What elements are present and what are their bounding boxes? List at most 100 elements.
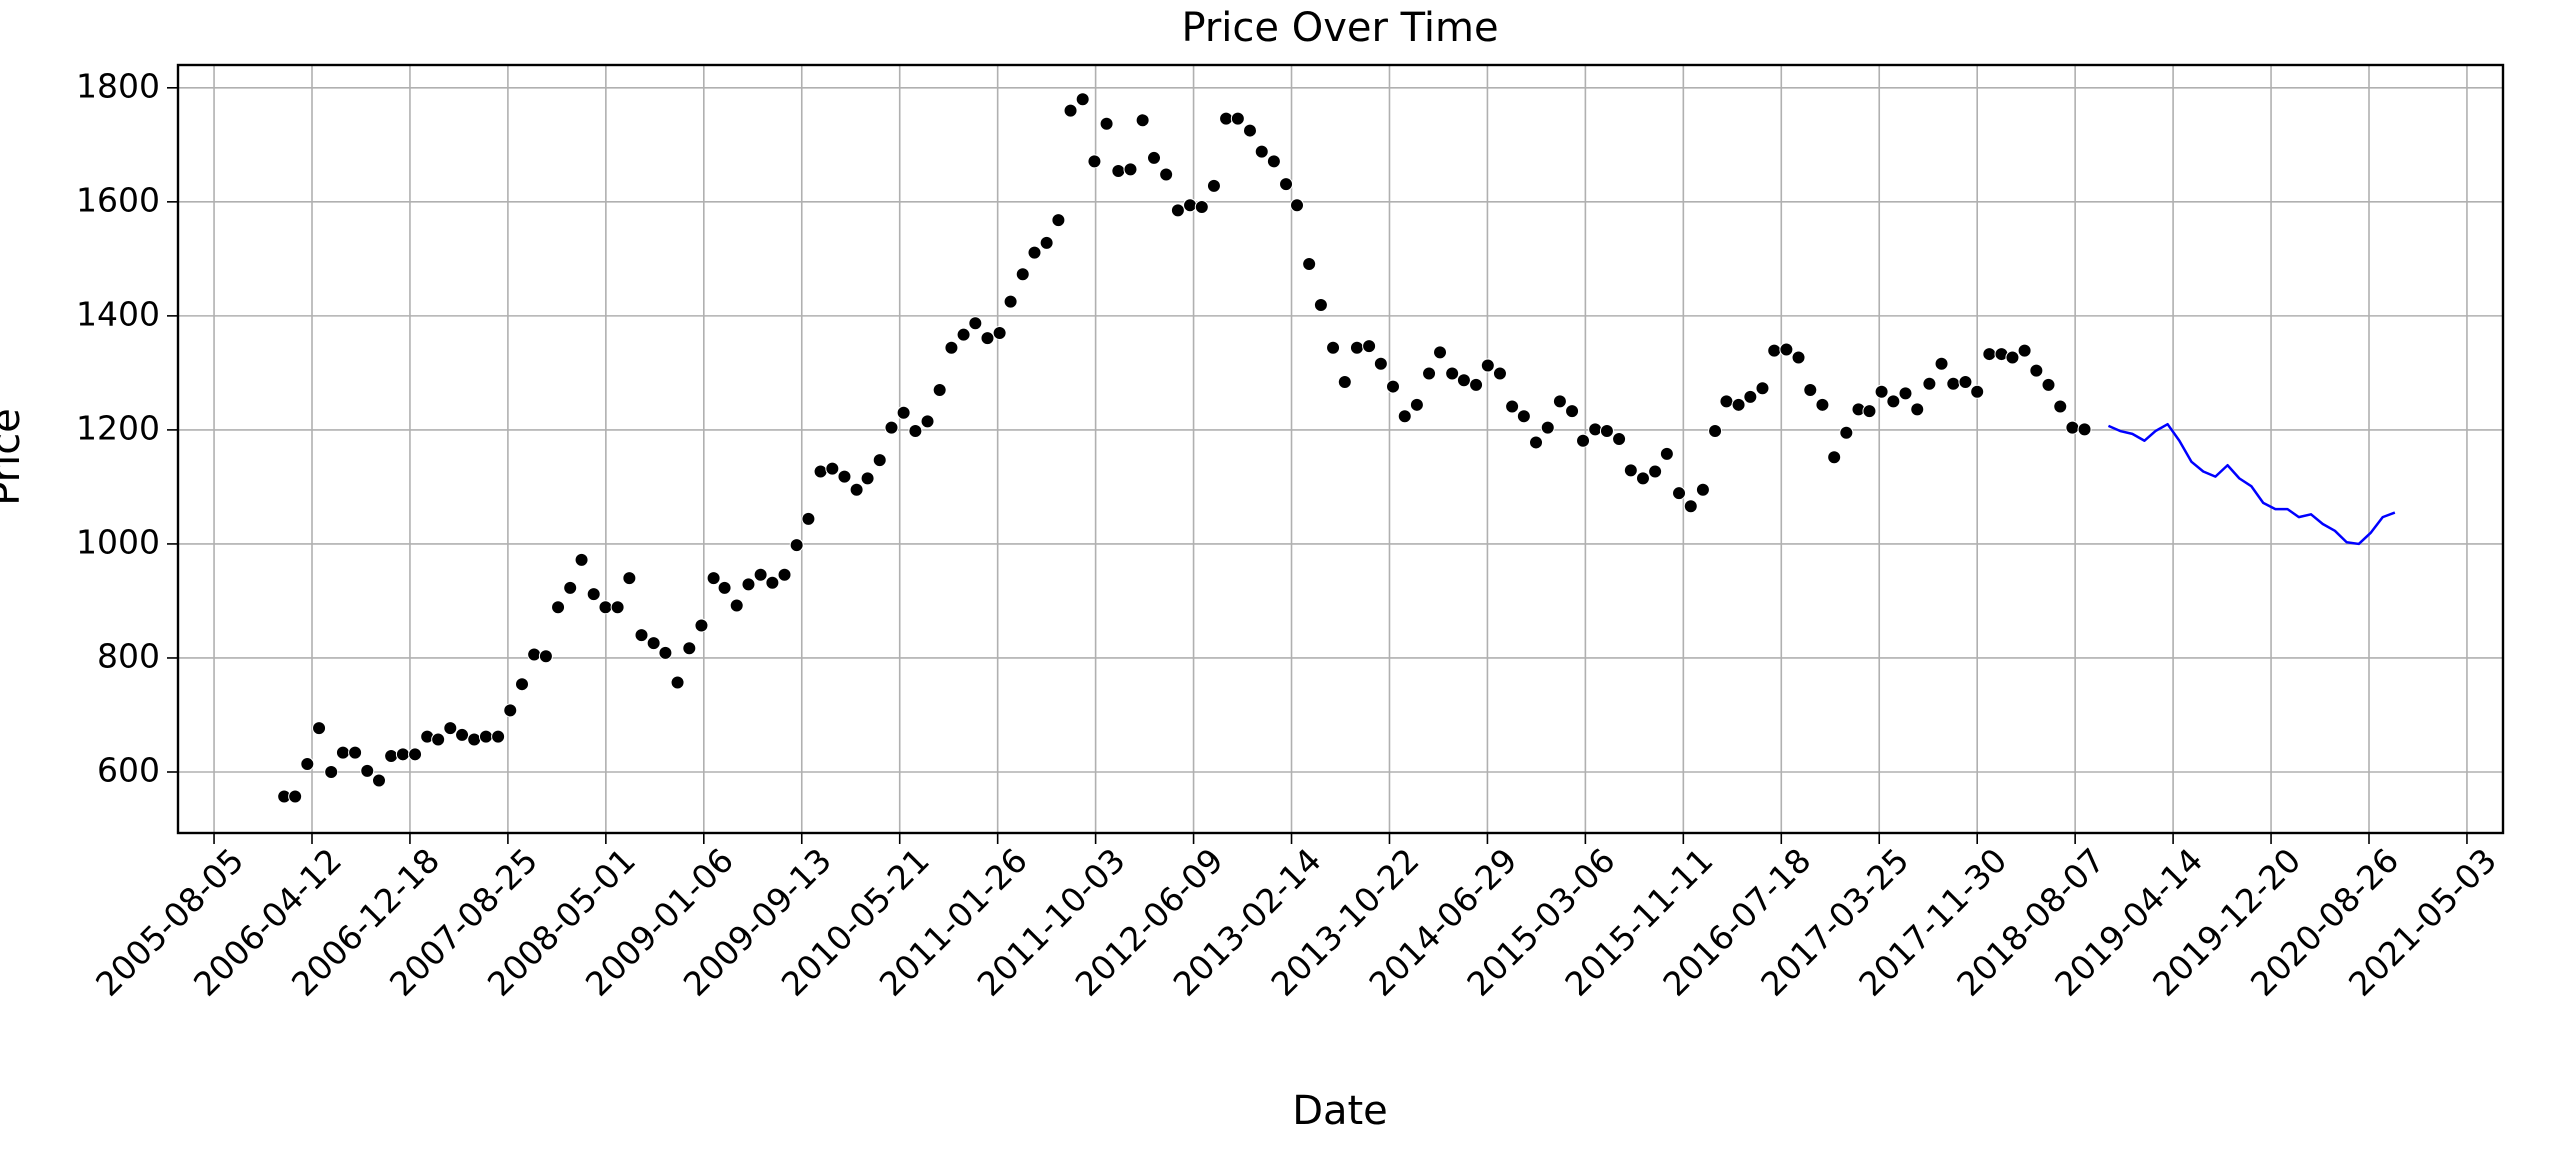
data-point bbox=[1123, 162, 1138, 177]
data-point bbox=[682, 641, 697, 656]
data-point bbox=[598, 600, 613, 615]
data-point bbox=[1039, 235, 1054, 250]
data-point bbox=[300, 757, 315, 772]
data-point bbox=[1791, 350, 1806, 365]
data-point bbox=[789, 538, 804, 553]
data-point bbox=[741, 577, 756, 592]
data-point bbox=[1612, 432, 1627, 447]
data-point bbox=[1719, 394, 1734, 409]
data-point bbox=[1803, 382, 1818, 397]
chart-title: Price Over Time bbox=[1181, 5, 1498, 51]
y-tick-label: 1000 bbox=[76, 522, 160, 561]
data-point bbox=[1063, 103, 1078, 118]
data-point bbox=[1934, 356, 1949, 371]
data-point bbox=[1409, 397, 1424, 412]
data-point bbox=[2065, 420, 2080, 435]
data-point bbox=[1337, 375, 1352, 390]
data-point bbox=[551, 600, 566, 615]
data-point bbox=[1946, 376, 1961, 391]
data-point bbox=[1386, 379, 1401, 394]
data-point bbox=[288, 789, 303, 804]
data-point bbox=[1648, 464, 1663, 479]
data-point bbox=[1373, 356, 1388, 371]
data-point bbox=[801, 511, 816, 526]
data-point bbox=[765, 575, 780, 590]
data-point bbox=[825, 461, 840, 476]
data-point bbox=[312, 721, 327, 736]
data-point bbox=[1051, 213, 1066, 228]
data-point bbox=[2053, 399, 2068, 414]
data-point bbox=[1599, 424, 1614, 439]
data-point bbox=[1886, 394, 1901, 409]
data-point bbox=[384, 749, 399, 764]
data-point bbox=[563, 580, 578, 595]
data-point bbox=[920, 414, 935, 429]
data-point bbox=[1516, 409, 1531, 424]
data-point bbox=[1099, 116, 1114, 131]
data-point bbox=[1815, 397, 1830, 412]
data-point bbox=[813, 464, 828, 479]
data-point bbox=[1565, 404, 1580, 419]
y-tick-label: 1600 bbox=[76, 180, 160, 219]
data-point bbox=[348, 745, 363, 760]
data-point bbox=[872, 453, 887, 468]
data-point bbox=[1874, 384, 1889, 399]
data-point bbox=[467, 732, 482, 747]
data-point bbox=[646, 636, 661, 651]
line-series bbox=[2107, 422, 2396, 546]
data-point bbox=[1588, 422, 1603, 437]
data-point bbox=[335, 745, 350, 760]
data-point bbox=[1672, 486, 1687, 501]
data-point bbox=[503, 703, 518, 718]
data-point bbox=[2077, 422, 2092, 437]
data-point bbox=[1206, 178, 1221, 193]
data-point bbox=[1552, 394, 1567, 409]
data-point bbox=[1219, 111, 1234, 126]
data-point bbox=[956, 327, 971, 342]
data-point bbox=[1015, 267, 1030, 282]
data-point bbox=[443, 721, 458, 736]
data-point bbox=[1623, 463, 1638, 478]
data-point bbox=[1146, 150, 1161, 165]
data-point bbox=[1326, 340, 1341, 355]
data-point bbox=[860, 471, 875, 486]
data-point bbox=[1266, 154, 1281, 169]
data-point bbox=[586, 587, 601, 602]
data-point bbox=[2017, 343, 2032, 358]
data-point bbox=[1708, 424, 1723, 439]
data-point bbox=[992, 325, 1007, 340]
data-point bbox=[1254, 144, 1269, 159]
data-point bbox=[1683, 499, 1698, 514]
data-point bbox=[1397, 409, 1412, 424]
data-point bbox=[1492, 366, 1507, 381]
data-point bbox=[777, 567, 792, 582]
data-point bbox=[753, 567, 768, 582]
data-point bbox=[1922, 376, 1937, 391]
data-point bbox=[2005, 350, 2020, 365]
data-point bbox=[634, 628, 649, 643]
data-point bbox=[932, 382, 947, 397]
data-point bbox=[1135, 113, 1150, 128]
data-point bbox=[1958, 375, 1973, 390]
data-point bbox=[1695, 482, 1710, 497]
data-point bbox=[944, 340, 959, 355]
data-point bbox=[1087, 154, 1102, 169]
data-point bbox=[1839, 425, 1854, 440]
data-point bbox=[1779, 342, 1794, 357]
data-point bbox=[538, 649, 553, 664]
data-point bbox=[1827, 450, 1842, 465]
data-point bbox=[515, 677, 530, 692]
y-tick-label: 1400 bbox=[76, 294, 160, 333]
data-point bbox=[1898, 386, 1913, 401]
data-point bbox=[1230, 111, 1245, 126]
data-point bbox=[1659, 446, 1674, 461]
data-point bbox=[1302, 256, 1317, 271]
data-point bbox=[408, 747, 423, 762]
data-point bbox=[1540, 420, 1555, 435]
data-point bbox=[1635, 471, 1650, 486]
data-point bbox=[1075, 92, 1090, 107]
y-axis-label: Price bbox=[0, 408, 29, 506]
data-point bbox=[431, 732, 446, 747]
